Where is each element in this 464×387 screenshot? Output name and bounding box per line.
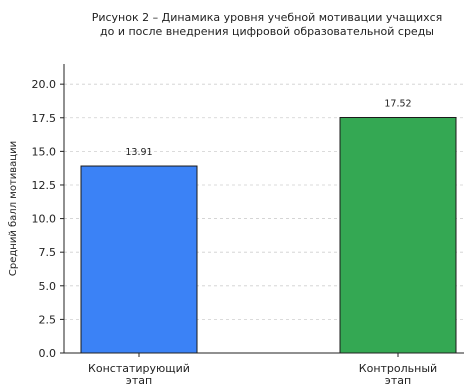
y-tick-labels: 0.0 2.5 5.0 7.5 10.0 12.5 15.0 17.5 20.0	[32, 78, 65, 360]
y-axis-label: Средний балл мотивации	[8, 141, 19, 276]
bar	[81, 166, 197, 353]
y-tick-label: 10.0	[32, 213, 57, 226]
bar-value-label: 13.91	[125, 147, 152, 158]
y-tick-label: 0.0	[39, 347, 57, 360]
y-tick-label: 15.0	[32, 145, 57, 158]
x-tick-label: этап	[385, 374, 411, 387]
x-tick-label: этап	[126, 374, 152, 387]
bar-value-label: 17.52	[384, 98, 411, 109]
chart-title-line: Рисунок 2 – Динамика уровня учебной моти…	[92, 11, 443, 24]
y-tick-label: 5.0	[39, 280, 57, 293]
chart-title-line: до и после внедрения цифровой образовате…	[100, 25, 434, 38]
y-tick-label: 20.0	[32, 78, 57, 91]
chart-title: Рисунок 2 – Динамика уровня учебной моти…	[92, 11, 443, 38]
y-tick-label: 2.5	[39, 313, 57, 326]
y-tick-label: 7.5	[39, 246, 57, 259]
bar	[340, 117, 456, 353]
y-tick-label: 17.5	[32, 112, 57, 125]
y-tick-label: 12.5	[32, 179, 57, 192]
